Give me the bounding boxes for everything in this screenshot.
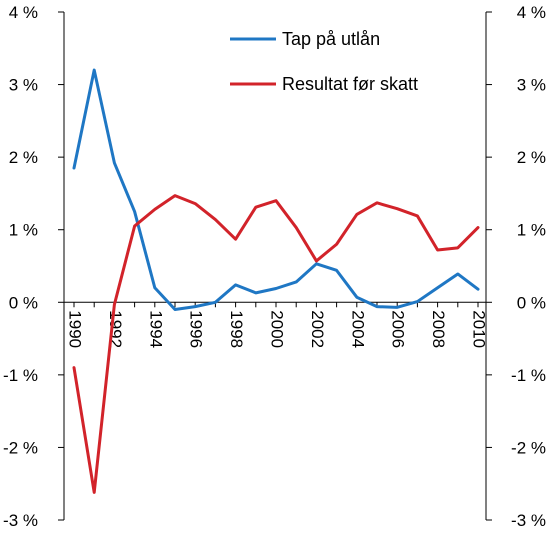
left-y-tick-label: 4 %	[9, 3, 38, 22]
left-y-tick-label: 1 %	[9, 221, 38, 240]
right-y-tick-label: 1 %	[517, 221, 546, 240]
right-y-tick-label: -3 %	[511, 511, 546, 530]
left-y-tick-label: 3 %	[9, 76, 38, 95]
series-line-tap-p-utl-n	[72, 68, 480, 312]
tick-labels: 4 % 4 % 3 % 3 % 2 % 2 % 1 % 1 % 0 % 0 % -1 % -1 % -2…	[3, 3, 546, 530]
legend-label: Resultat før skatt	[282, 74, 418, 94]
series	[72, 68, 480, 494]
x-tick-label: 1992	[106, 310, 125, 348]
legend-label: Tap på utlån	[282, 29, 380, 49]
x-tick-label: 2008	[429, 310, 448, 348]
right-y-tick-label: 0 %	[517, 293, 546, 312]
x-tick-label: 2006	[389, 310, 408, 348]
x-tick-label: 2004	[348, 310, 367, 348]
left-y-tick-label: -1 %	[3, 366, 38, 385]
right-y-tick-label: -2 %	[511, 438, 546, 457]
left-y-tick-label: -2 %	[3, 438, 38, 457]
right-y-tick-label: 4 %	[517, 3, 546, 22]
legend: Tap på utlån Resultat før skatt	[230, 29, 418, 94]
left-y-tick-label: 2 %	[9, 148, 38, 167]
right-y-tick-label: 3 %	[517, 76, 546, 95]
x-tick-label: 1990	[66, 310, 85, 348]
series-line-resultat-f-r-skatt	[72, 194, 480, 494]
left-y-tick-label: 0 %	[9, 293, 38, 312]
right-y-tick-label: 2 %	[517, 148, 546, 167]
x-tick-label: 2002	[308, 310, 327, 348]
axes	[58, 11, 492, 521]
x-tick-label: 2010	[470, 310, 489, 348]
x-tick-label: 2000	[268, 310, 287, 348]
right-y-tick-label: -1 %	[511, 366, 546, 385]
x-tick-label: 1994	[146, 310, 165, 348]
x-tick-label: 1998	[227, 310, 246, 348]
left-y-tick-label: -3 %	[3, 511, 38, 530]
x-tick-label: 1996	[187, 310, 206, 348]
